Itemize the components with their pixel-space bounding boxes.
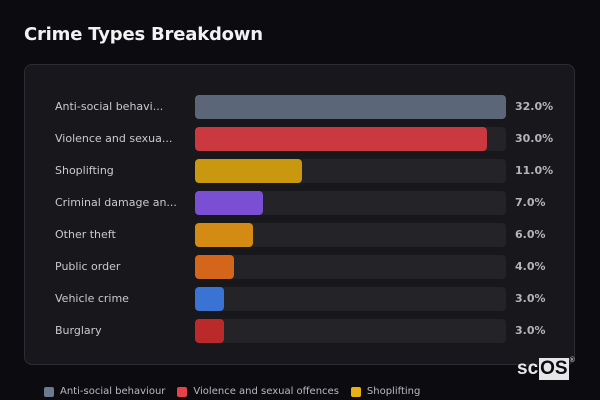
bar-label: Anti-social behavi... [55,100,164,113]
chart-title: Crime Types Breakdown [24,24,263,45]
bar-value: 3.0% [515,324,546,337]
bar-track [195,191,506,215]
legend-label: Shoplifting [366,386,421,397]
bar-track [195,127,506,151]
bar-fill[interactable] [195,95,506,119]
bar-value: 4.0% [515,260,546,273]
bar-row: Other theft 6.0% [25,223,574,247]
bar-value: 11.0% [515,164,554,177]
bar-row: Violence and sexua... 30.0% [25,127,574,151]
bar-value: 32.0% [515,100,554,113]
legend-label: Violence and sexual offences [193,386,339,397]
bar-label: Shoplifting [55,164,114,177]
bar-row: Burglary 3.0% [25,319,574,343]
bar-row: Anti-social behavi... 32.0% [25,95,574,119]
bar-track [195,319,506,343]
bar-track [195,287,506,311]
bar-track [195,255,506,279]
bar-fill[interactable] [195,223,254,247]
legend-label: Anti-social behaviour [60,386,166,397]
bar-row: Public order 4.0% [25,255,574,279]
bar-value: 7.0% [515,196,546,209]
bar-row: Shoplifting 11.0% [25,159,574,183]
bar-row: Criminal damage an... 7.0% [25,191,574,215]
bar-value: 6.0% [515,228,546,241]
registered-mark: ® [569,357,575,364]
bar-track [195,95,506,119]
bar-fill[interactable] [195,287,225,311]
legend-item[interactable]: Anti-social behaviour [44,386,165,397]
bar-fill[interactable] [195,127,487,151]
bar-label: Vehicle crime [55,292,129,305]
legend-item[interactable]: Shoplifting [350,386,421,397]
logo-prefix: sc [517,358,539,379]
bar-label: Violence and sexua... [55,132,173,145]
bar-fill[interactable] [195,191,264,215]
bar-track [195,159,506,183]
bar-label: Public order [55,260,121,273]
bar-value: 30.0% [515,132,554,145]
bar-fill[interactable] [195,319,225,343]
logo-boxed: OS [539,358,569,380]
bar-label: Burglary [55,324,102,337]
bar-fill[interactable] [195,159,302,183]
legend-item[interactable]: Violence and sexual offences [177,386,339,397]
bar-fill[interactable] [195,255,234,279]
bar-track [195,223,506,247]
chart-card: Anti-social behavi... 32.0% Violence and… [24,64,575,365]
bar-label: Other theft [55,228,116,241]
legend-swatch-icon [44,386,54,397]
scos-logo: sc OS ® [517,357,575,380]
legend-swatch-icon [350,386,361,397]
legend-swatch-icon [177,386,188,397]
bar-label: Criminal damage an... [55,196,177,209]
bar-row: Vehicle crime 3.0% [25,287,574,311]
chart-legend: Anti-social behaviour Violence and sexua… [44,386,432,397]
bar-value: 3.0% [515,292,546,305]
